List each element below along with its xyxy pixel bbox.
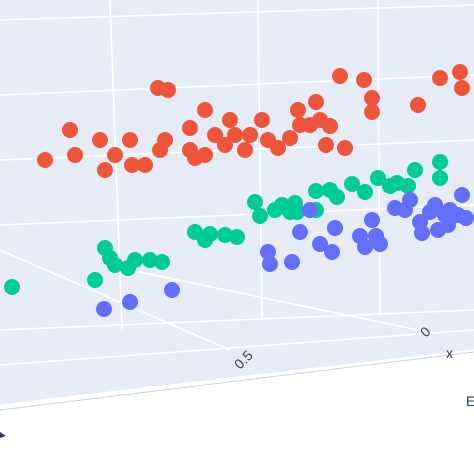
point-s0-33[interactable] [318,137,334,153]
point-s1-20[interactable] [289,204,305,220]
point-s1-26[interactable] [357,184,373,200]
point-s2-7[interactable] [302,202,318,218]
point-s0-19[interactable] [222,112,238,128]
point-s2-9[interactable] [324,244,340,260]
point-s0-21[interactable] [217,137,233,153]
point-s2-20[interactable] [414,225,430,241]
point-s1-25[interactable] [344,176,360,192]
point-s2-6[interactable] [292,224,308,240]
point-s0-8[interactable] [137,157,153,173]
point-s0-10[interactable] [157,132,173,148]
point-s0-16[interactable] [197,147,213,163]
point-s1-30[interactable] [400,178,416,194]
point-s0-28[interactable] [290,102,306,118]
point-s0-36[interactable] [332,68,348,84]
point-s1-27[interactable] [370,170,386,186]
point-s0-39[interactable] [364,104,380,120]
point-s1-31[interactable] [407,162,423,178]
point-s0-3[interactable] [92,132,108,148]
point-s1-0[interactable] [4,279,20,295]
point-s1-32[interactable] [432,154,448,170]
point-s0-7[interactable] [122,132,138,148]
point-s2-29[interactable] [458,210,474,226]
point-s1-7[interactable] [142,252,158,268]
point-s0-24[interactable] [254,112,270,128]
point-s0-2[interactable] [62,122,78,138]
point-s2-5[interactable] [284,254,300,270]
point-s0-27[interactable] [282,130,298,146]
point-s2-10[interactable] [327,220,343,236]
point-s0-22[interactable] [237,142,253,158]
point-s2-28[interactable] [454,187,470,203]
point-s2-25[interactable] [440,217,456,233]
point-s1-13[interactable] [229,229,245,245]
point-s0-12[interactable] [160,82,176,98]
point-s0-43[interactable] [454,80,470,96]
point-s1-21[interactable] [308,183,324,199]
point-s0-1[interactable] [67,147,83,163]
point-s0-34[interactable] [322,118,338,134]
point-s1-6[interactable] [127,252,143,268]
point-s0-23[interactable] [242,127,258,143]
point-s2-18[interactable] [402,192,418,208]
edge-label: E [466,393,474,409]
point-s2-1[interactable] [122,294,138,310]
point-s0-31[interactable] [308,94,324,110]
point-s2-15[interactable] [372,236,388,252]
point-s0-40[interactable] [410,97,426,113]
point-s1-33[interactable] [432,170,448,186]
point-s0-42[interactable] [452,64,468,80]
point-s0-37[interactable] [356,72,372,88]
point-s0-41[interactable] [432,70,448,86]
point-s0-17[interactable] [207,127,223,143]
point-s0-4[interactable] [107,147,123,163]
point-s0-38[interactable] [364,90,380,106]
point-s1-4[interactable] [107,257,123,273]
floor-pane [0,310,474,405]
point-s1-24[interactable] [329,189,345,205]
point-s0-20[interactable] [227,127,243,143]
x-axis-line [0,351,474,411]
point-s2-3[interactable] [260,244,276,260]
point-s0-6[interactable] [124,157,140,173]
point-s0-26[interactable] [270,140,286,156]
point-s0-35[interactable] [337,140,353,156]
point-s2-2[interactable] [164,282,180,298]
corner-mark [0,432,6,438]
point-s2-8[interactable] [312,236,328,252]
point-s0-5[interactable] [97,162,113,178]
data-points [4,64,474,317]
point-s2-12[interactable] [357,239,373,255]
point-s2-22[interactable] [427,197,443,213]
point-s1-8[interactable] [154,254,170,270]
x-axis-title: x [446,345,453,361]
point-s0-0[interactable] [37,152,53,168]
point-s0-14[interactable] [182,120,198,136]
point-s1-1[interactable] [87,272,103,288]
point-s1-12[interactable] [217,227,233,243]
point-s0-18[interactable] [197,102,213,118]
point-s2-0[interactable] [96,301,112,317]
point-s2-4[interactable] [262,256,278,272]
point-s1-11[interactable] [202,226,218,242]
point-s1-15[interactable] [252,208,268,224]
point-s1-14[interactable] [247,194,263,210]
point-s2-13[interactable] [364,212,380,228]
